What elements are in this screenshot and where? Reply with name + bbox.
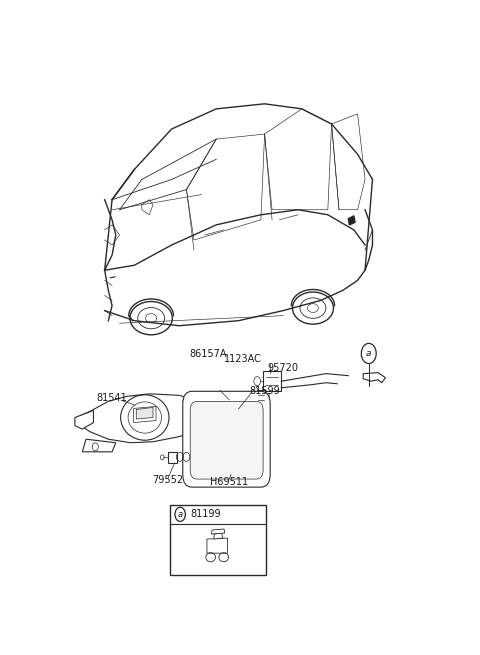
Polygon shape	[207, 538, 228, 553]
Polygon shape	[265, 393, 269, 402]
Bar	[170, 505, 266, 575]
Text: 1123AC: 1123AC	[225, 354, 262, 364]
Ellipse shape	[308, 304, 318, 312]
FancyBboxPatch shape	[183, 391, 270, 487]
Text: 81599: 81599	[249, 386, 280, 396]
Polygon shape	[363, 373, 385, 383]
Text: 81541: 81541	[96, 394, 127, 403]
Text: H69511: H69511	[210, 477, 248, 487]
Text: a: a	[366, 349, 372, 358]
Polygon shape	[263, 371, 281, 391]
Polygon shape	[136, 407, 153, 419]
Text: 95720: 95720	[267, 363, 299, 373]
Polygon shape	[142, 200, 153, 215]
Polygon shape	[214, 533, 223, 539]
Polygon shape	[79, 394, 209, 443]
FancyBboxPatch shape	[190, 402, 263, 479]
Polygon shape	[83, 440, 116, 452]
Text: 86157A: 86157A	[190, 349, 227, 359]
Text: 81199: 81199	[190, 510, 221, 519]
Polygon shape	[257, 390, 265, 405]
Polygon shape	[168, 452, 177, 463]
Text: a: a	[178, 510, 183, 519]
Polygon shape	[348, 215, 355, 225]
Polygon shape	[75, 411, 94, 429]
Polygon shape	[133, 406, 156, 422]
Text: 79552: 79552	[152, 475, 183, 485]
Polygon shape	[211, 529, 225, 534]
Ellipse shape	[145, 314, 156, 323]
